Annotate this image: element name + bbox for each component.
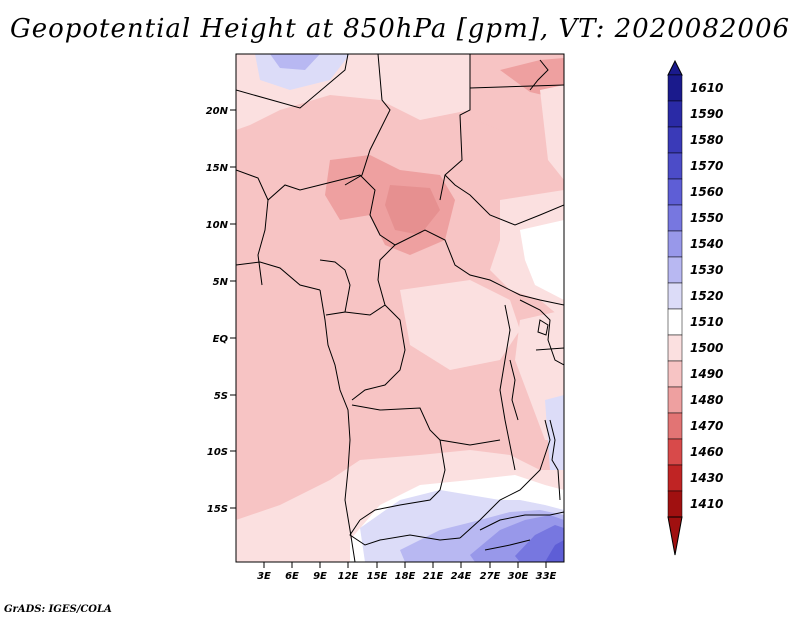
field-1475-chad (385, 185, 440, 235)
lat-label-10s: 10S (207, 447, 228, 458)
lon-label-33e: 33E (536, 571, 557, 582)
colorbar-swatch-1590 (667, 100, 683, 128)
coast-east (549, 419, 561, 501)
latitude-axis: 20N 15N 10N 5N EQ 5S 10S 15S (206, 106, 236, 515)
lake-victoria (537, 319, 549, 336)
colorbar-swatch-1570 (667, 152, 683, 180)
lon-label-12e: 12E (338, 571, 359, 582)
colorbar-swatch-1580 (667, 126, 683, 154)
colorbar-label-1520: 1520 (690, 289, 723, 303)
border-angola-north (351, 404, 501, 446)
field-1560-south (545, 540, 564, 562)
border-algeria (236, 54, 349, 109)
colorbar-swatch-1520 (667, 282, 683, 310)
field-1500-congo (400, 280, 520, 370)
border-benin (257, 199, 269, 286)
colorbar-label-1570: 1570 (690, 159, 723, 173)
colorbar-swatch-1430 (667, 464, 683, 492)
colorbar-label-1510: 1510 (690, 315, 723, 329)
lon-label-18e: 18E (395, 571, 416, 582)
colorbar-swatch-1490 (667, 360, 683, 388)
border-nigeria-cameroon (319, 259, 351, 316)
lon-label-30e: 30E (508, 571, 529, 582)
border-congo (351, 304, 406, 401)
contour-fill (236, 54, 564, 562)
lat-label-15s: 15S (207, 504, 228, 515)
colorbar-label-1490: 1490 (690, 367, 723, 381)
lat-label-10n: 10N (206, 220, 229, 231)
field-1530-nw (270, 54, 320, 70)
colorbar-label-1590: 1590 (690, 107, 723, 121)
lat-label-eq: EQ (213, 334, 229, 345)
lat-label-20n: 20N (206, 106, 229, 117)
colorbar-label-1410: 1410 (690, 497, 723, 511)
colorbar-swatch-1470 (667, 412, 683, 440)
colorbar-swatch-1530 (667, 256, 683, 284)
colorbar-top-arrow (667, 59, 683, 76)
border-uganda-kenya (519, 299, 564, 366)
lon-label-6e: 6E (285, 571, 299, 582)
field-1510-east (520, 220, 564, 300)
colorbar-label-1580: 1580 (690, 133, 723, 147)
border-car-south (394, 229, 564, 306)
colorbar-swatch-1560 (667, 178, 683, 206)
longitude-axis: 3E 6E 9E 12E 15E 18E 21E 24E 27E 30E 33E (257, 562, 557, 582)
colorbar-label-1480: 1480 (690, 393, 723, 407)
lon-label-9e: 9E (313, 571, 327, 582)
colorbar-swatch-1540 (667, 230, 683, 258)
colorbar-swatch-1480 (667, 386, 683, 414)
colorbar-bottom-arrow (667, 516, 683, 556)
colorbar-label-1550: 1550 (690, 211, 723, 225)
border-namibia (349, 519, 461, 546)
border-sudan-west (439, 54, 471, 201)
border-zambia-east (459, 419, 551, 539)
lon-label-3e: 3E (257, 571, 271, 582)
lat-label-5n: 5N (213, 277, 229, 288)
colorbar-label-1430: 1430 (690, 471, 723, 485)
lon-label-21e: 21E (423, 571, 444, 582)
lon-label-15e: 15E (367, 571, 388, 582)
colorbar-label-1610: 1610 (690, 81, 723, 95)
colorbar-label-1540: 1540 (690, 237, 723, 251)
colorbar-swatch-1410 (667, 490, 683, 518)
border-zimbabwe (484, 539, 531, 551)
colorbar-label-1560: 1560 (690, 185, 723, 199)
credit-label: GrADS: IGES/COLA (4, 604, 112, 615)
colorbar-label-1460: 1460 (690, 445, 723, 459)
colorbar-swatch-1460 (667, 438, 683, 466)
colorbar-swatch-1510 (667, 308, 683, 336)
chart-title: Geopotential Height at 850hPa [gpm], VT:… (9, 14, 791, 44)
lake-tanganyika (509, 359, 519, 421)
colorbar: 1610 1590 1580 1570 1560 1550 1540 1530 … (667, 59, 723, 556)
border-cameroon-chad (344, 174, 396, 316)
colorbar-label-1470: 1470 (690, 419, 723, 433)
field-1500-rs (540, 85, 564, 180)
red-sea-coast (529, 59, 549, 91)
border-mali-niger (236, 169, 361, 201)
colorbar-swatch-1550 (667, 204, 683, 232)
lon-label-27e: 27E (480, 571, 501, 582)
border-egypt-sudan (469, 84, 564, 89)
border-kenya-tanzania (535, 347, 564, 351)
border-niger-libya (344, 54, 391, 186)
map-frame (235, 53, 565, 563)
coast-guinea (236, 261, 321, 291)
border-angola-zambia (359, 439, 446, 521)
colorbar-label-1530: 1530 (690, 263, 723, 277)
coast-west-africa (319, 289, 356, 562)
border-lakes (499, 304, 516, 471)
lat-label-15n: 15N (206, 163, 229, 174)
borders (236, 54, 564, 562)
border-mozambique (479, 511, 564, 531)
border-sudan-south (444, 174, 564, 226)
lat-label-5s: 5S (214, 391, 228, 402)
colorbar-swatch-1610 (667, 74, 683, 102)
colorbar-label-1500: 1500 (690, 341, 723, 355)
colorbar-swatch-1500 (667, 334, 683, 362)
lon-label-24e: 24E (451, 571, 472, 582)
